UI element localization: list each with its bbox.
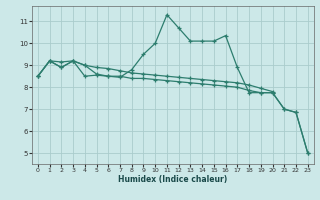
X-axis label: Humidex (Indice chaleur): Humidex (Indice chaleur) (118, 175, 228, 184)
